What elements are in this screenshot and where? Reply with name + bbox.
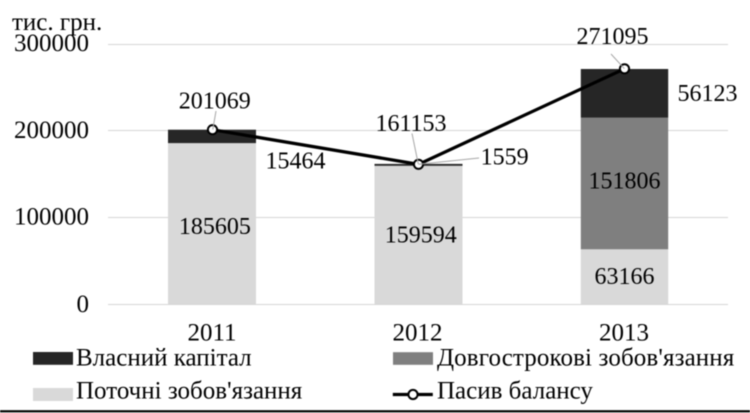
svg-text:185605: 185605 (179, 214, 251, 240)
svg-text:Власний капітал: Власний капітал (76, 344, 252, 371)
svg-text:159594: 159594 (385, 223, 457, 249)
svg-text:271095: 271095 (577, 24, 649, 50)
svg-text:63166: 63166 (595, 264, 655, 290)
svg-text:Поточні зобов'язання: Поточні зобов'язання (76, 378, 303, 405)
svg-text:56123: 56123 (678, 81, 738, 107)
svg-text:Пасив балансу: Пасив балансу (437, 378, 593, 405)
svg-text:151806: 151806 (589, 169, 661, 195)
svg-text:200000: 200000 (14, 117, 89, 144)
svg-text:161153: 161153 (375, 111, 446, 137)
svg-text:0: 0 (77, 291, 90, 318)
svg-text:Довгострокові зобов'язання: Довгострокові зобов'язання (437, 344, 735, 371)
svg-text:1559: 1559 (481, 145, 529, 171)
svg-text:тис. грн.: тис. грн. (12, 9, 102, 36)
svg-text:15464: 15464 (266, 149, 326, 175)
svg-text:201069: 201069 (179, 88, 251, 114)
svg-text:100000: 100000 (14, 204, 89, 231)
svg-text:2013: 2013 (599, 320, 649, 347)
svg-text:2011: 2011 (187, 320, 236, 347)
svg-text:2012: 2012 (393, 320, 443, 347)
svg-text:300000: 300000 (14, 30, 89, 57)
